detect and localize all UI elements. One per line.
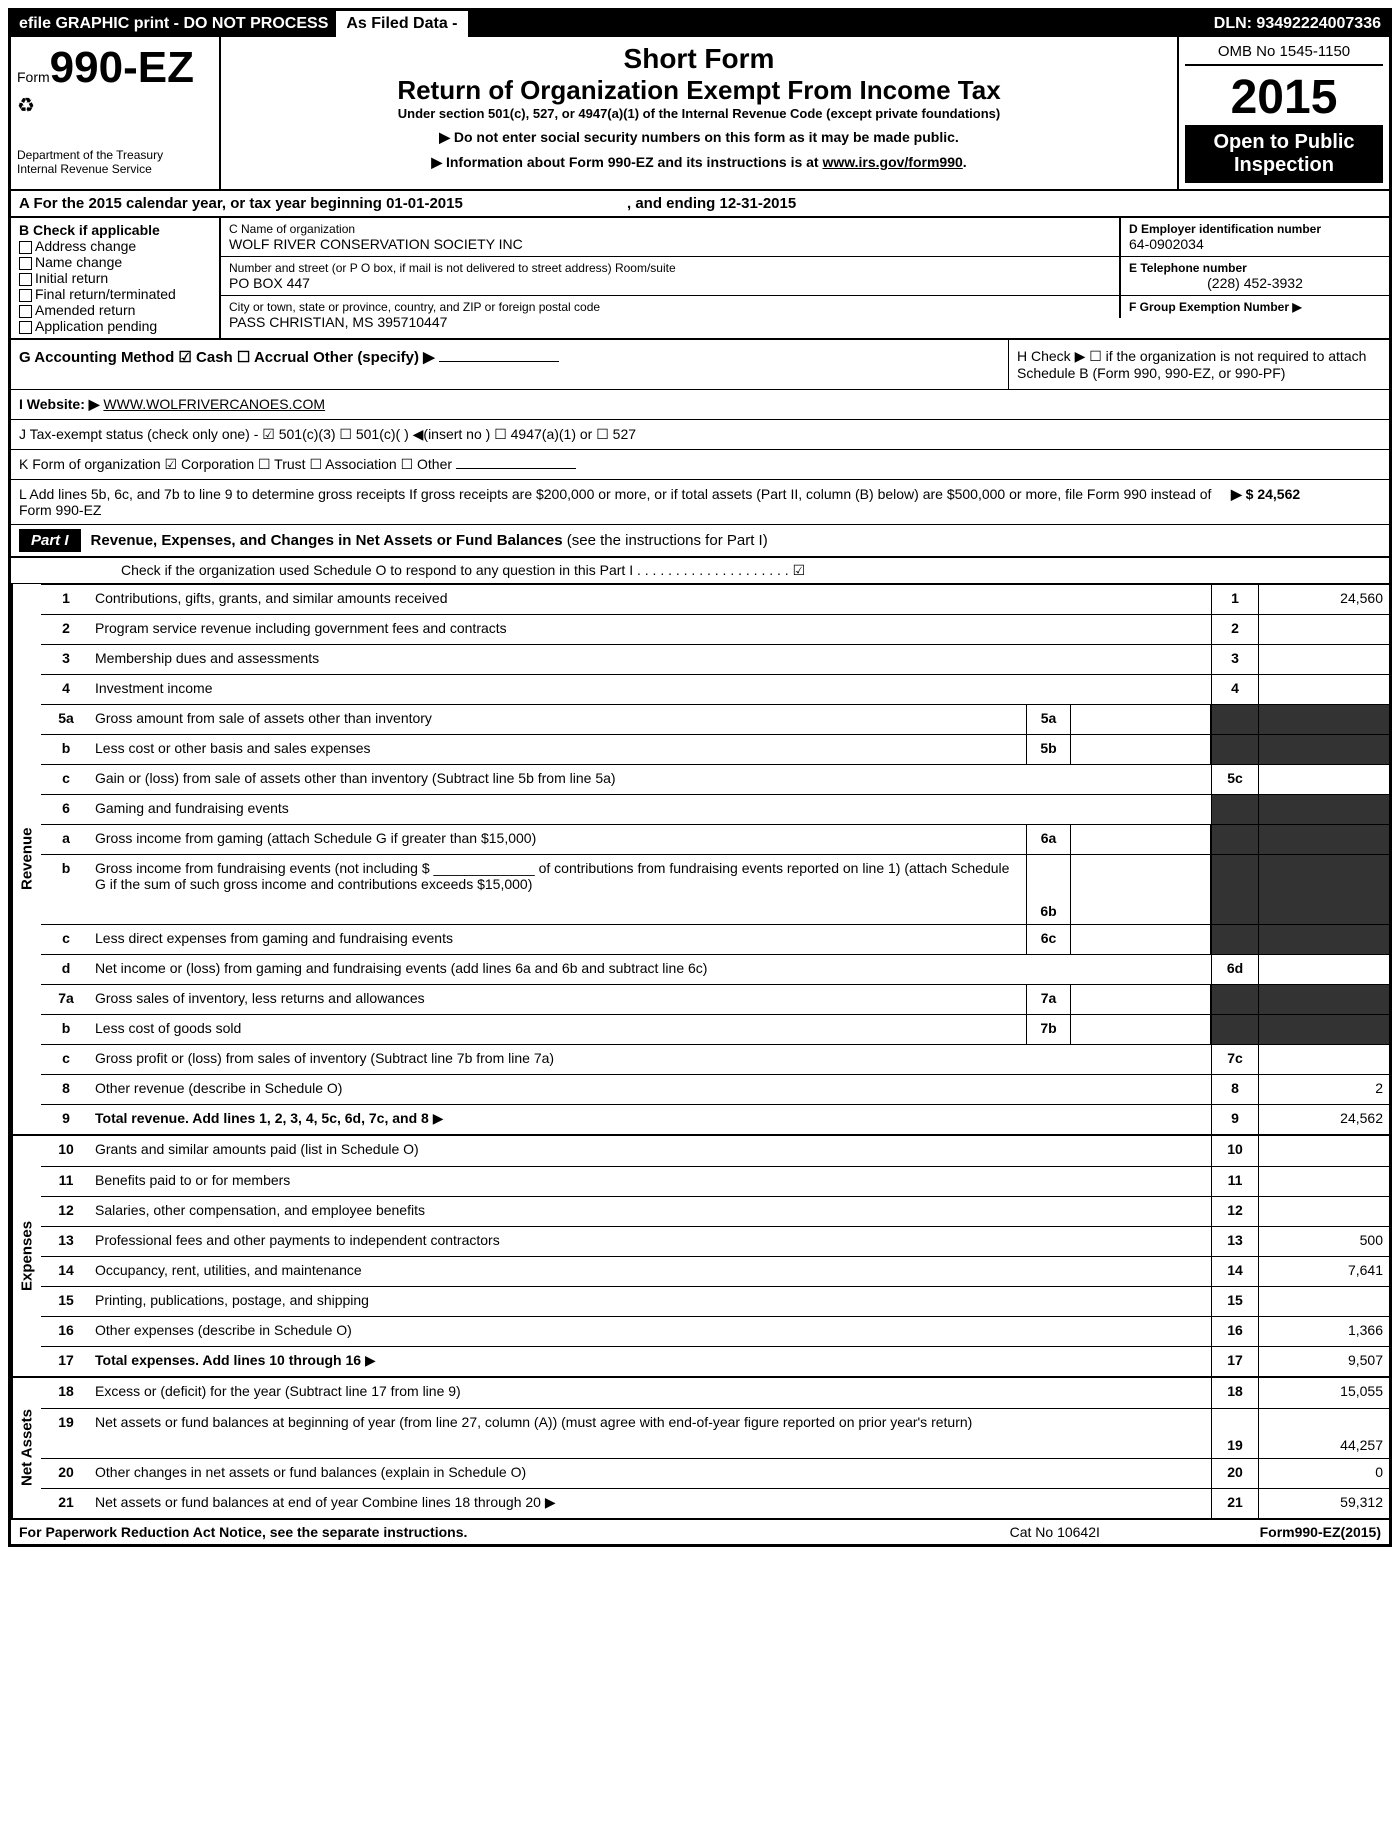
g-accounting: G Accounting Method ☑ Cash ☐ Accrual Oth… xyxy=(11,340,1009,389)
row-l: L Add lines 5b, 6c, and 7b to line 9 to … xyxy=(11,480,1389,525)
block-bcdef: B Check if applicable Address change Nam… xyxy=(11,218,1389,340)
dept-irs: Internal Revenue Service xyxy=(17,162,213,176)
chk-name[interactable] xyxy=(19,257,32,270)
b-label: B Check if applicable xyxy=(19,222,211,238)
instr-ssn: ▶ Do not enter social security numbers o… xyxy=(227,129,1171,146)
part1-header: Part I Revenue, Expenses, and Changes in… xyxy=(11,525,1389,558)
org-street: PO BOX 447 xyxy=(229,275,1111,291)
part1-tag: Part I xyxy=(19,529,81,552)
form-number: 990-EZ xyxy=(50,43,194,92)
row-k: K Form of organization ☑ Corporation ☐ T… xyxy=(11,450,1389,480)
revenue-section: Revenue 1Contributions, gifts, grants, a… xyxy=(11,584,1389,1134)
instr-info: ▶ Information about Form 990-EZ and its … xyxy=(227,154,1171,171)
top-bar: efile GRAPHIC print - DO NOT PROCESS As … xyxy=(11,11,1389,37)
as-filed-label: As Filed Data - xyxy=(336,11,467,37)
subtitle: Under section 501(c), 527, or 4947(a)(1)… xyxy=(227,106,1171,121)
row-gh: G Accounting Method ☑ Cash ☐ Accrual Oth… xyxy=(11,340,1389,390)
h-schedule-b: H Check ▶ ☐ if the organization is not r… xyxy=(1009,340,1389,389)
chk-amended[interactable] xyxy=(19,305,32,318)
paperwork-notice: For Paperwork Reduction Act Notice, see … xyxy=(19,1524,1010,1540)
revenue-label: Revenue xyxy=(11,584,41,1134)
omb-number: OMB No 1545-1150 xyxy=(1185,43,1383,66)
row-a: A For the 2015 calendar year, or tax yea… xyxy=(11,191,1389,218)
form-prefix: Form xyxy=(17,69,50,85)
netassets-label: Net Assets xyxy=(11,1378,41,1518)
part1-check: Check if the organization used Schedule … xyxy=(11,558,1389,584)
header-row: Form990-EZ ♻ Department of the Treasury … xyxy=(11,37,1389,191)
chk-address[interactable] xyxy=(19,241,32,254)
website: WWW.WOLFRIVERCANOES.COM xyxy=(103,396,325,412)
open-public-badge: Open to Public Inspection xyxy=(1185,125,1383,183)
form-990ez-page: efile GRAPHIC print - DO NOT PROCESS As … xyxy=(8,8,1392,1547)
org-name: WOLF RIVER CONSERVATION SOCIETY INC xyxy=(229,236,1111,252)
phone: (228) 452-3932 xyxy=(1129,275,1381,291)
expenses-label: Expenses xyxy=(11,1136,41,1376)
col-def: D Employer identification number64-09020… xyxy=(1119,218,1389,338)
l-value: ▶ $ 24,562 xyxy=(1231,486,1381,518)
ein: 64-0902034 xyxy=(1129,236,1381,252)
tax-year: 2015 xyxy=(1185,70,1383,125)
form-ref: Form990-EZ(2015) xyxy=(1260,1524,1381,1540)
org-city: PASS CHRISTIAN, MS 395710447 xyxy=(229,314,1111,330)
dept-treasury: Department of the Treasury xyxy=(17,148,213,162)
expenses-section: Expenses 10Grants and similar amounts pa… xyxy=(11,1134,1389,1376)
chk-pending[interactable] xyxy=(19,321,32,334)
return-title: Return of Organization Exempt From Incom… xyxy=(227,75,1171,106)
efile-label: efile GRAPHIC print - DO NOT PROCESS xyxy=(11,11,336,37)
f-label: F Group Exemption Number ▶ xyxy=(1129,300,1381,314)
page-footer: For Paperwork Reduction Act Notice, see … xyxy=(11,1520,1389,1544)
col-c: C Name of organizationWOLF RIVER CONSERV… xyxy=(221,218,1119,338)
dln-label: DLN: 93492224007336 xyxy=(1206,11,1389,37)
short-form-title: Short Form xyxy=(227,43,1171,75)
cat-no: Cat No 10642I xyxy=(1010,1524,1260,1540)
row-j: J Tax-exempt status (check only one) - ☑… xyxy=(11,420,1389,450)
recycle-icon: ♻ xyxy=(17,93,213,118)
chk-final[interactable] xyxy=(19,289,32,302)
netassets-section: Net Assets 18Excess or (deficit) for the… xyxy=(11,1376,1389,1520)
row-i: I Website: ▶ WWW.WOLFRIVERCANOES.COM xyxy=(11,390,1389,420)
chk-initial[interactable] xyxy=(19,273,32,286)
col-b: B Check if applicable Address change Nam… xyxy=(11,218,221,338)
